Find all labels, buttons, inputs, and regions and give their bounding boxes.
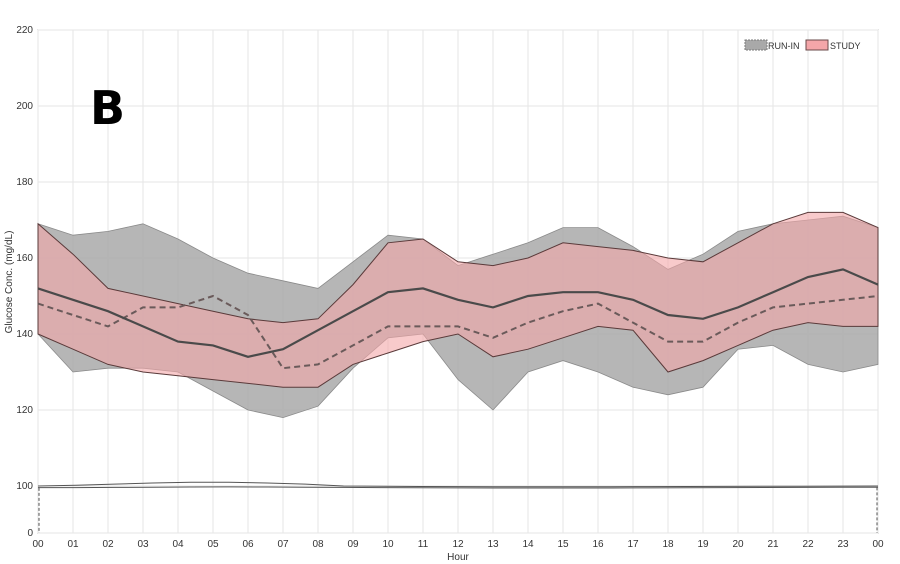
x-tick-label: 16	[592, 539, 604, 550]
x-tick-label: 06	[242, 539, 254, 550]
y-tick-label: 180	[16, 177, 33, 188]
x-tick-label: 09	[347, 539, 359, 550]
baseline-band	[37, 481, 879, 533]
x-tick-label: 13	[487, 539, 499, 550]
x-tick-label: 19	[697, 539, 709, 550]
x-tick-label: 12	[452, 539, 464, 550]
x-tick-label: 18	[662, 539, 674, 550]
x-tick-label: 05	[207, 539, 219, 550]
x-tick-label: 00	[32, 539, 44, 550]
baseline-lower	[38, 486, 879, 489]
y-tick-label: 0	[27, 528, 33, 539]
x-axis-title: Hour	[447, 552, 469, 563]
median-lines	[37, 268, 879, 370]
y-ticks: 0 100 120 140 160 180 200 220	[16, 25, 33, 539]
x-tick-label: 07	[277, 539, 289, 550]
panel-label: B	[90, 81, 125, 135]
x-tick-label: 15	[557, 539, 569, 550]
x-tick-label: 23	[837, 539, 849, 550]
x-tick-label: 01	[67, 539, 79, 550]
y-axis-title: Glucose Conc. (mg/dL)	[4, 231, 15, 334]
legend-label-study: STUDY	[830, 41, 861, 51]
x-tick-label: 04	[172, 539, 184, 550]
x-tick-label: 20	[732, 539, 744, 550]
x-tick-label: 10	[382, 539, 394, 550]
legend-swatch-run-in	[744, 39, 768, 51]
legend: RUN-IN STUDY	[744, 39, 861, 51]
x-tick-label: 00	[872, 539, 884, 550]
x-tick-label: 14	[522, 539, 534, 550]
median-line-study	[37, 268, 879, 358]
x-tick-label: 11	[418, 539, 429, 550]
baseline-upper	[37, 481, 879, 488]
x-tick-label: 21	[767, 539, 779, 550]
y-tick-label: 120	[16, 405, 33, 416]
x-tick-label: 17	[627, 539, 639, 550]
legend-label-run-in: RUN-IN	[768, 41, 800, 51]
x-tick-label: 03	[137, 539, 149, 550]
x-ticks: 00 01 02 03 04 05 06 07 08 09 10 11 12 13 14 15 16 17 18 19…	[32, 539, 884, 550]
y-tick-label: 100	[16, 481, 33, 492]
y-tick-label: 140	[16, 329, 33, 340]
y-tick-label: 160	[16, 253, 33, 264]
x-tick-label: 02	[102, 539, 114, 550]
median-line-run-in	[37, 294, 879, 370]
x-tick-label: 22	[802, 539, 814, 550]
y-tick-label: 200	[16, 101, 33, 112]
y-tick-label: 220	[16, 25, 33, 36]
legend-swatch-study	[805, 39, 829, 51]
x-tick-label: 08	[312, 539, 324, 550]
